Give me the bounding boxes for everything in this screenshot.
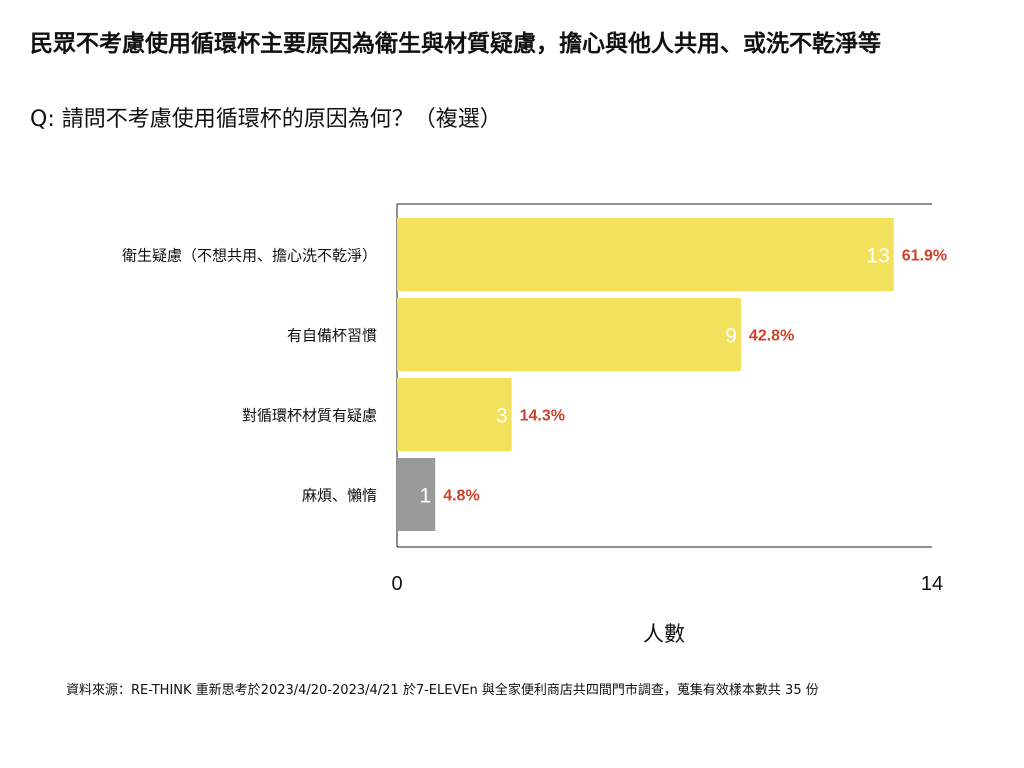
percent-label: 61.9% — [902, 248, 947, 265]
bar — [397, 458, 436, 531]
category-label: 有自備杯習慣 — [287, 327, 377, 345]
percent-label: 4.8% — [443, 488, 479, 505]
category-label: 麻煩、懶惰 — [302, 487, 377, 505]
value-label: 3 — [496, 405, 508, 428]
percent-label: 14.3% — [520, 408, 565, 425]
x-tick-label: 0 — [391, 573, 402, 595]
source-note: 資料來源：RE-THINK 重新思考於2023/4/20-2023/4/21 於… — [66, 683, 819, 698]
x-axis-title: 人數 — [643, 622, 685, 646]
category-label: 衛生疑慮（不想共用、擔心洗不乾淨） — [122, 247, 377, 265]
chart-title: 民眾不考慮使用循環杯主要原因為衛生與材質疑慮，擔心與他人共用、或洗不乾淨等 — [30, 31, 881, 57]
value-label: 13 — [866, 245, 889, 268]
category-label: 對循環杯材質有疑慮 — [242, 407, 377, 425]
chart-subtitle: Q: 請問不考慮使用循環杯的原因為何？（複選） — [30, 107, 502, 132]
percent-label: 42.8% — [749, 328, 794, 345]
bar — [397, 298, 741, 371]
bar — [397, 218, 894, 291]
bar — [397, 378, 512, 451]
value-label: 9 — [725, 325, 737, 348]
value-label: 1 — [420, 485, 432, 508]
x-tick-label: 14 — [921, 573, 943, 595]
